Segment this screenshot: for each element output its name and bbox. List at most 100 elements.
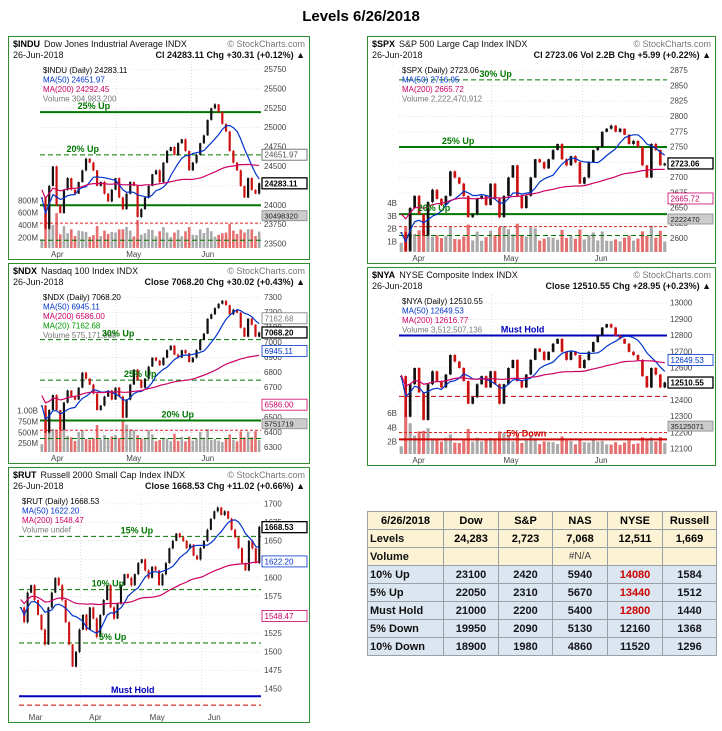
table-row-levels: Levels 24,283 2,723 7,068 12,511 1,669	[367, 529, 717, 548]
svg-text:MA(200) 6586.00: MA(200) 6586.00	[43, 312, 105, 321]
table-cell: #N/A	[552, 547, 608, 566]
page-title: Levels 6/26/2018	[302, 8, 420, 25]
svg-text:MA(50) 6945.11: MA(50) 6945.11	[43, 303, 100, 312]
svg-text:1450: 1450	[264, 684, 282, 693]
table-col-header: Dow	[443, 511, 499, 530]
table-col-header: NAS	[552, 511, 608, 530]
svg-text:1475: 1475	[264, 666, 282, 675]
svg-text:7068.20: 7068.20	[265, 328, 294, 337]
price-callouts: 24651.97 24283.11 30498320	[261, 148, 308, 222]
svg-text:6586.00: 6586.00	[265, 401, 294, 410]
svg-text:6800: 6800	[264, 368, 282, 377]
svg-text:6700: 6700	[264, 383, 282, 392]
svg-text:5% Down: 5% Down	[506, 428, 546, 438]
spx-chart-canvas: 2875285028252800277527502725270026752650…	[387, 64, 714, 263]
svg-text:20% Up: 20% Up	[67, 144, 100, 154]
level-lines	[399, 334, 667, 441]
table-cell: 4860	[552, 637, 608, 656]
table-row-must-hold: Must Hold 21000 2200 5400 12800 1440	[367, 601, 717, 620]
table-cell: 1296	[662, 637, 717, 656]
candles	[399, 323, 667, 421]
chart-symbol: $NDX	[13, 266, 38, 276]
table-cell	[443, 547, 499, 566]
svg-text:MA(200) 24292.45: MA(200) 24292.45	[43, 85, 110, 94]
stockcharts-credit: © StockCharts.com	[633, 270, 711, 280]
svg-text:Volume undef: Volume undef	[22, 526, 72, 535]
chart-title: Nasdaq 100 Index INDX	[41, 266, 139, 276]
svg-text:200M: 200M	[18, 234, 38, 243]
chart-symbol: $NYA	[372, 270, 396, 280]
svg-text:2723.06: 2723.06	[671, 159, 700, 168]
svg-text:2825: 2825	[670, 97, 688, 106]
svg-text:12700: 12700	[670, 347, 693, 356]
svg-text:20% Up: 20% Up	[162, 410, 195, 420]
volume-bars	[399, 208, 667, 252]
levels-table: 6/26/2018 Dow S&P NAS NYSE Russell Levels 24,28…	[367, 511, 717, 656]
svg-text:MA(200) 1548.47: MA(200) 1548.47	[22, 516, 84, 525]
svg-text:12400: 12400	[670, 396, 693, 405]
svg-text:4B: 4B	[387, 199, 397, 208]
table-cell: 2,723	[498, 529, 553, 548]
level-labels: 25% Up 20% Up	[67, 101, 111, 154]
svg-text:500M: 500M	[18, 428, 38, 437]
svg-text:1622.20: 1622.20	[265, 557, 294, 566]
table-cell: 2090	[498, 619, 553, 638]
candles	[399, 124, 667, 252]
table-cell: 1980	[498, 637, 553, 656]
svg-text:12200: 12200	[670, 428, 693, 437]
price-callouts: 12649.53 12510.55 35125071	[667, 354, 714, 432]
table-col-header: S&P	[498, 511, 553, 530]
svg-text:Volume 2,222,470,912: Volume 2,222,470,912	[402, 95, 483, 104]
svg-text:24750: 24750	[264, 143, 287, 152]
svg-text:25750: 25750	[264, 65, 287, 74]
table-cell: 21000	[443, 601, 499, 620]
grid	[19, 495, 261, 711]
svg-text:30498320: 30498320	[265, 212, 298, 221]
svg-text:12800: 12800	[670, 331, 693, 340]
level-lines	[399, 79, 667, 237]
svg-text:Must Hold: Must Hold	[111, 685, 154, 695]
svg-text:10% Up: 10% Up	[92, 579, 125, 589]
svg-text:25000: 25000	[264, 123, 287, 132]
svg-text:6B: 6B	[387, 409, 397, 418]
chart-ndx: $NDX Nasdaq 100 Index INDX © StockCharts.c…	[8, 263, 310, 464]
svg-text:30% Up: 30% Up	[102, 329, 135, 339]
svg-text:Jun: Jun	[208, 713, 221, 722]
svg-text:Apr: Apr	[412, 456, 425, 465]
chart-header-rut: $RUT Russell 2000 Small Cap Index INDX © S…	[9, 468, 309, 492]
svg-text:MA(50) 1622.20: MA(50) 1622.20	[22, 507, 80, 516]
table-cell: 2420	[498, 565, 553, 584]
svg-text:Apr: Apr	[412, 254, 425, 263]
table-cell: 1440	[662, 601, 717, 620]
row-label: Volume	[367, 547, 444, 566]
svg-text:Jun: Jun	[201, 454, 214, 463]
svg-text:MA(200) 2665.72: MA(200) 2665.72	[402, 85, 464, 94]
svg-text:Volume 575,171,968: Volume 575,171,968	[43, 331, 117, 340]
level-labels: Must Hold 5% Down	[501, 325, 546, 439]
svg-text:750M: 750M	[18, 417, 38, 426]
svg-text:24500: 24500	[264, 162, 287, 171]
row-label: 10% Down	[367, 637, 444, 656]
chart-date: 26-Jun-2018	[13, 277, 64, 287]
table-cell	[498, 547, 553, 566]
svg-text:7300: 7300	[264, 293, 282, 302]
svg-text:2750: 2750	[670, 143, 688, 152]
table-cell: 18900	[443, 637, 499, 656]
svg-text:5% Up: 5% Up	[99, 632, 127, 642]
svg-text:2650: 2650	[670, 204, 688, 213]
svg-text:Must Hold: Must Hold	[501, 325, 544, 335]
chart-stats: Cl 2723.06 Vol 2.2B Chg +5.99 (+0.22%) ▲	[533, 50, 711, 60]
stockcharts-credit: © StockCharts.com	[227, 266, 305, 276]
svg-text:20% Up: 20% Up	[418, 203, 451, 213]
svg-text:1650: 1650	[264, 536, 282, 545]
volume-bars	[399, 415, 667, 454]
table-cell: 1584	[662, 565, 717, 584]
table-cell: 1512	[662, 583, 717, 602]
chart-stats: Cl 24283.11 Chg +30.31 (+0.12%) ▲	[155, 50, 306, 60]
chart-header-indu: $INDU Dow Jones Industrial Average INDX © …	[9, 37, 309, 61]
table-cell: 11520	[607, 637, 663, 656]
svg-text:6300: 6300	[264, 443, 282, 452]
svg-text:$RUT (Daily) 1668.53: $RUT (Daily) 1668.53	[22, 497, 100, 506]
